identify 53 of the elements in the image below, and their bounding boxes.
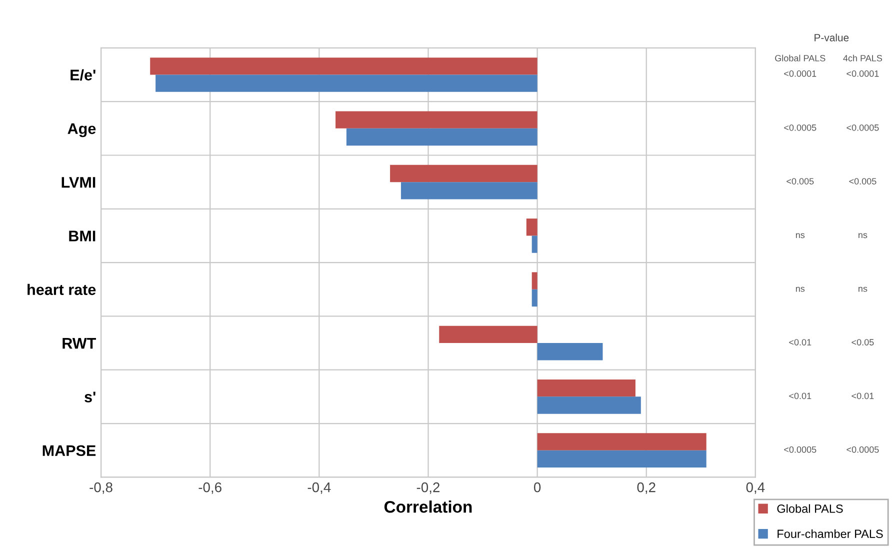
bar xyxy=(537,380,636,397)
text: <0.01 xyxy=(789,339,812,346)
y-tick-label: MAPSE xyxy=(42,445,96,456)
bar xyxy=(537,433,706,450)
bar xyxy=(537,343,603,360)
bar xyxy=(390,164,538,182)
text: ns xyxy=(796,233,805,238)
text: <0.0005 xyxy=(784,446,816,453)
x-tick-label: 0,2 xyxy=(637,482,656,494)
text: Global PALS xyxy=(775,54,826,62)
bar xyxy=(346,128,538,146)
bar xyxy=(150,58,538,75)
y-tick-label: E/e' xyxy=(70,69,96,81)
text: <0.005 xyxy=(786,178,814,184)
bar xyxy=(156,74,538,92)
text: <0.0005 xyxy=(846,446,879,453)
bar xyxy=(537,396,641,414)
bar xyxy=(532,236,538,253)
bar xyxy=(439,326,538,344)
x-axis-title: Correlation xyxy=(384,500,472,513)
text: <0.01 xyxy=(789,392,812,400)
y-tick-label: Age xyxy=(68,123,96,138)
bar xyxy=(526,218,538,236)
y-tick-label: RWT xyxy=(62,338,96,349)
x-tick-label: 0,4 xyxy=(746,482,765,494)
y-tick-label: LVMI xyxy=(62,177,96,188)
text: <0.0005 xyxy=(784,124,816,131)
legend-label: Four-chamber PALS xyxy=(778,529,883,538)
bar xyxy=(532,272,538,290)
y-tick-label: s' xyxy=(84,392,96,402)
bar xyxy=(400,182,538,200)
bar xyxy=(336,111,538,128)
text: ns xyxy=(858,233,868,238)
x-tick-label: -0,2 xyxy=(416,482,440,494)
legend-label: Global PALS xyxy=(777,504,843,513)
x-tick-label: -0,8 xyxy=(90,482,112,494)
x-tick-label: -0,6 xyxy=(198,482,222,494)
text: 4ch PALS xyxy=(843,54,882,62)
text: <0.01 xyxy=(852,392,874,400)
x-tick-label: 0 xyxy=(534,482,541,492)
y-tick-label: BMI xyxy=(69,230,96,242)
text: <0.0005 xyxy=(846,124,879,131)
y-tick-label: heart rate xyxy=(28,284,96,296)
text: <0.0001 xyxy=(846,70,879,77)
x-tick-label: -0,4 xyxy=(308,482,331,494)
text: <0.005 xyxy=(849,178,876,184)
text: <0.0001 xyxy=(784,70,816,77)
text: <0.05 xyxy=(852,339,874,346)
text: ns xyxy=(796,286,805,292)
bar xyxy=(532,289,538,307)
bar xyxy=(537,450,706,468)
text: ns xyxy=(858,286,868,292)
text: P-value xyxy=(814,34,849,42)
